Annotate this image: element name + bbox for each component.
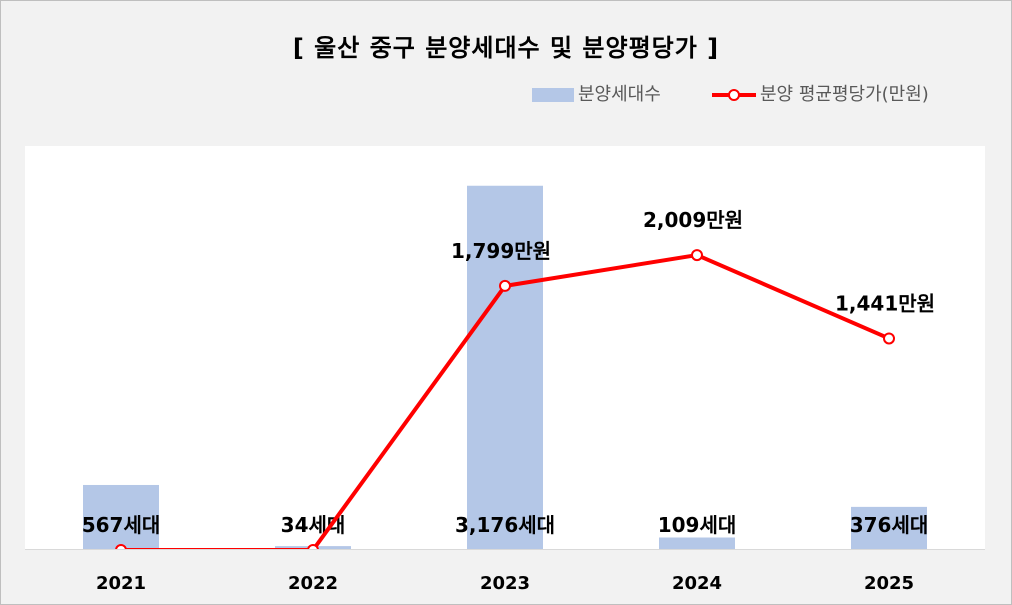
x-tick-2022: 2022 [288, 573, 338, 594]
x-tick-2021: 2021 [96, 573, 146, 594]
legend-bar-swatch [532, 88, 574, 102]
x-tick-2023: 2023 [480, 573, 530, 594]
plot-area: 567세대 34세대 3,176세대 109세대 376세대 1,799만원 2,009만원… [25, 146, 985, 550]
x-axis: 2021 2022 2023 2024 2025 [96, 573, 914, 594]
bar-2021 [83, 484, 159, 550]
chart-svg: 567세대 34세대 3,176세대 109세대 376세대1,799만원2,009만원… [25, 185, 985, 550]
legend-item-bars: 분양세대수 [532, 80, 661, 106]
legend-line-swatch [712, 89, 756, 101]
legend-item-line: 분양 평균평당가(만원) [712, 80, 929, 106]
line-point-2022 [307, 544, 319, 550]
legend-line-label: 분양 평균평당가(만원) [760, 84, 929, 105]
line-point-2023 [499, 279, 511, 292]
bar-2023 [467, 185, 543, 550]
line-point-2021 [115, 544, 127, 550]
bar-2025 [851, 506, 927, 550]
line-label-2025: 1,441만원 [835, 291, 935, 315]
line-point-2024 [691, 249, 703, 262]
bar-label-2021: 567세대 [82, 513, 161, 537]
bar-label-2023: 3,176세대 [455, 513, 555, 537]
x-tick-2025: 2025 [864, 573, 914, 594]
line-label-2024: 2,009만원 [643, 208, 743, 232]
x-tick-2024: 2024 [672, 573, 722, 594]
chart-title: [ 울산 중구 분양세대수 및 분양평당가 ] [292, 34, 720, 62]
legend-bar-label: 분양세대수 [578, 84, 661, 105]
bar-2024 [659, 537, 735, 550]
line-label-2023: 1,799만원 [451, 239, 551, 263]
bar-label-2024: 109세대 [658, 513, 737, 537]
bar-label-2025: 376세대 [850, 513, 929, 537]
line-point-2025 [883, 332, 895, 345]
